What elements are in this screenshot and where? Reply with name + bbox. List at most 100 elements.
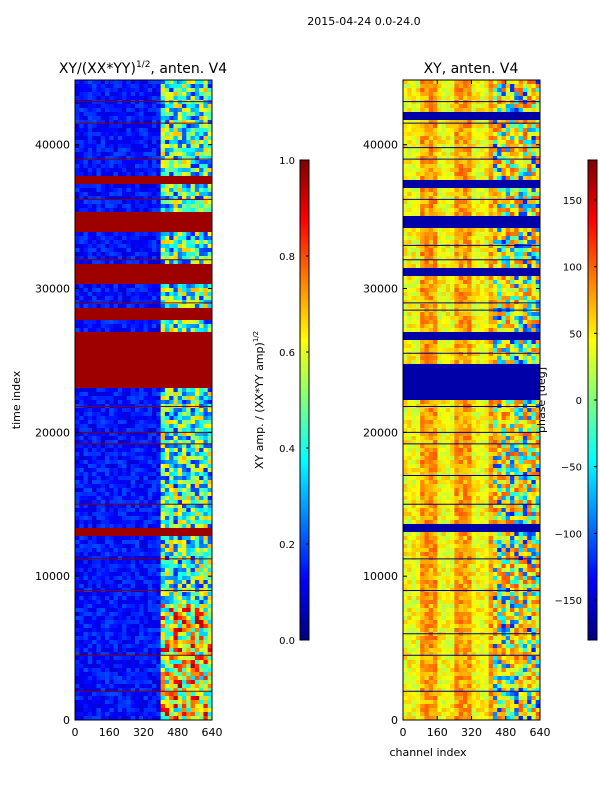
heatmap-cell [186, 396, 191, 401]
heatmap-cell [207, 100, 212, 105]
heatmap-cell [139, 596, 144, 601]
heatmap-cell [199, 536, 204, 541]
heatmap-cell [199, 372, 204, 377]
heatmap-cell [186, 644, 191, 649]
heatmap-cell [96, 96, 102, 101]
heatmap-cell [199, 168, 204, 173]
heatmap-cell [83, 468, 89, 473]
heatmap-cell [186, 372, 191, 377]
heatmap-cell [190, 132, 196, 137]
heatmap-cell [169, 228, 174, 233]
heatmap-cell [75, 152, 80, 157]
heatmap-cell [113, 692, 119, 697]
heatmap-cell [130, 208, 136, 213]
heatmap-cell [117, 204, 123, 209]
heatmap-cell [134, 80, 140, 85]
heatmap-cell [83, 604, 89, 609]
heatmap-cell [126, 216, 132, 221]
heatmap-cell [100, 352, 106, 357]
heatmap-cell [152, 504, 157, 509]
heatmap-cell [122, 96, 127, 101]
heatmap-cell [83, 136, 89, 141]
heatmap-cell [130, 428, 136, 433]
heatmap-cell [83, 200, 89, 205]
heatmap-cell [160, 532, 166, 537]
heatmap-cell [130, 200, 136, 205]
heatmap-cell [182, 532, 187, 537]
heatmap-cell [122, 700, 127, 705]
heatmap-cell [169, 240, 174, 245]
heatmap-cell [169, 504, 174, 509]
heatmap-cell [79, 548, 84, 553]
heatmap-cell [160, 580, 166, 585]
heatmap-cell [203, 180, 209, 185]
heatmap-cell [207, 652, 212, 657]
heatmap-cell [79, 496, 84, 501]
heatmap-cell [143, 664, 149, 669]
heatmap-cell [182, 260, 187, 265]
heatmap-cell [173, 288, 179, 293]
heatmap-cell [147, 196, 153, 201]
heatmap-cell [169, 652, 174, 657]
heatmap-cell [96, 220, 102, 225]
heatmap-cell [92, 140, 97, 145]
heatmap-cell [194, 560, 200, 565]
heatmap-cell [134, 356, 140, 361]
heatmap-cell [83, 652, 89, 657]
heatmap-cell [152, 268, 157, 273]
heatmap-cell [164, 292, 170, 297]
heatmap-cell [169, 484, 174, 489]
heatmap-cell [147, 344, 153, 349]
heatmap-cell [207, 612, 212, 617]
heatmap-cell [122, 668, 127, 673]
heatmap-cell [190, 468, 196, 473]
heatmap-cell [117, 336, 123, 341]
heatmap-cell [203, 512, 209, 517]
heatmap-cell [109, 524, 114, 529]
heatmap-cell [164, 480, 170, 485]
heatmap-cell [100, 428, 106, 433]
heatmap-cell [130, 456, 136, 461]
heatmap-cell [169, 624, 174, 629]
heatmap-cell [160, 584, 166, 589]
heatmap-cell [207, 352, 212, 357]
heatmap-cell [139, 632, 144, 637]
heatmap-cell [190, 488, 196, 493]
heatmap-cell [147, 696, 153, 701]
heatmap-cell [143, 656, 149, 661]
heatmap-cell [160, 624, 166, 629]
heatmap-cell [190, 504, 196, 509]
heatmap-cell [164, 296, 170, 301]
heatmap-cell [96, 316, 102, 321]
heatmap-cell [190, 112, 196, 117]
heatmap-cell [186, 236, 191, 241]
heatmap-cell [156, 496, 162, 501]
heatmap-cell [100, 696, 106, 701]
heatmap-cell [117, 140, 123, 145]
heatmap-cell [134, 600, 140, 605]
heatmap-cell [173, 540, 179, 545]
heatmap-cell [83, 160, 89, 165]
heatmap-cell [117, 656, 123, 661]
heatmap-cell [194, 188, 200, 193]
heatmap-cell [203, 276, 209, 281]
heatmap-cell [122, 516, 127, 521]
heatmap-cell [122, 104, 127, 109]
heatmap-cell [143, 464, 149, 469]
heatmap-cell [122, 160, 127, 165]
heatmap-cell [173, 324, 179, 329]
heatmap-cell [122, 672, 127, 677]
heatmap-cell [207, 340, 212, 345]
heatmap-cell [160, 432, 166, 437]
heatmap-cell [203, 688, 209, 693]
heatmap-cell [203, 612, 209, 617]
heatmap-cell [152, 444, 157, 449]
heatmap-cell [92, 324, 97, 329]
heatmap-cell [199, 100, 204, 105]
heatmap-cell [113, 324, 119, 329]
heatmap-cell [75, 268, 80, 273]
heatmap-cell [130, 324, 136, 329]
heatmap-cell [173, 524, 179, 529]
heatmap-cell [207, 364, 212, 369]
heatmap-cell [173, 536, 179, 541]
